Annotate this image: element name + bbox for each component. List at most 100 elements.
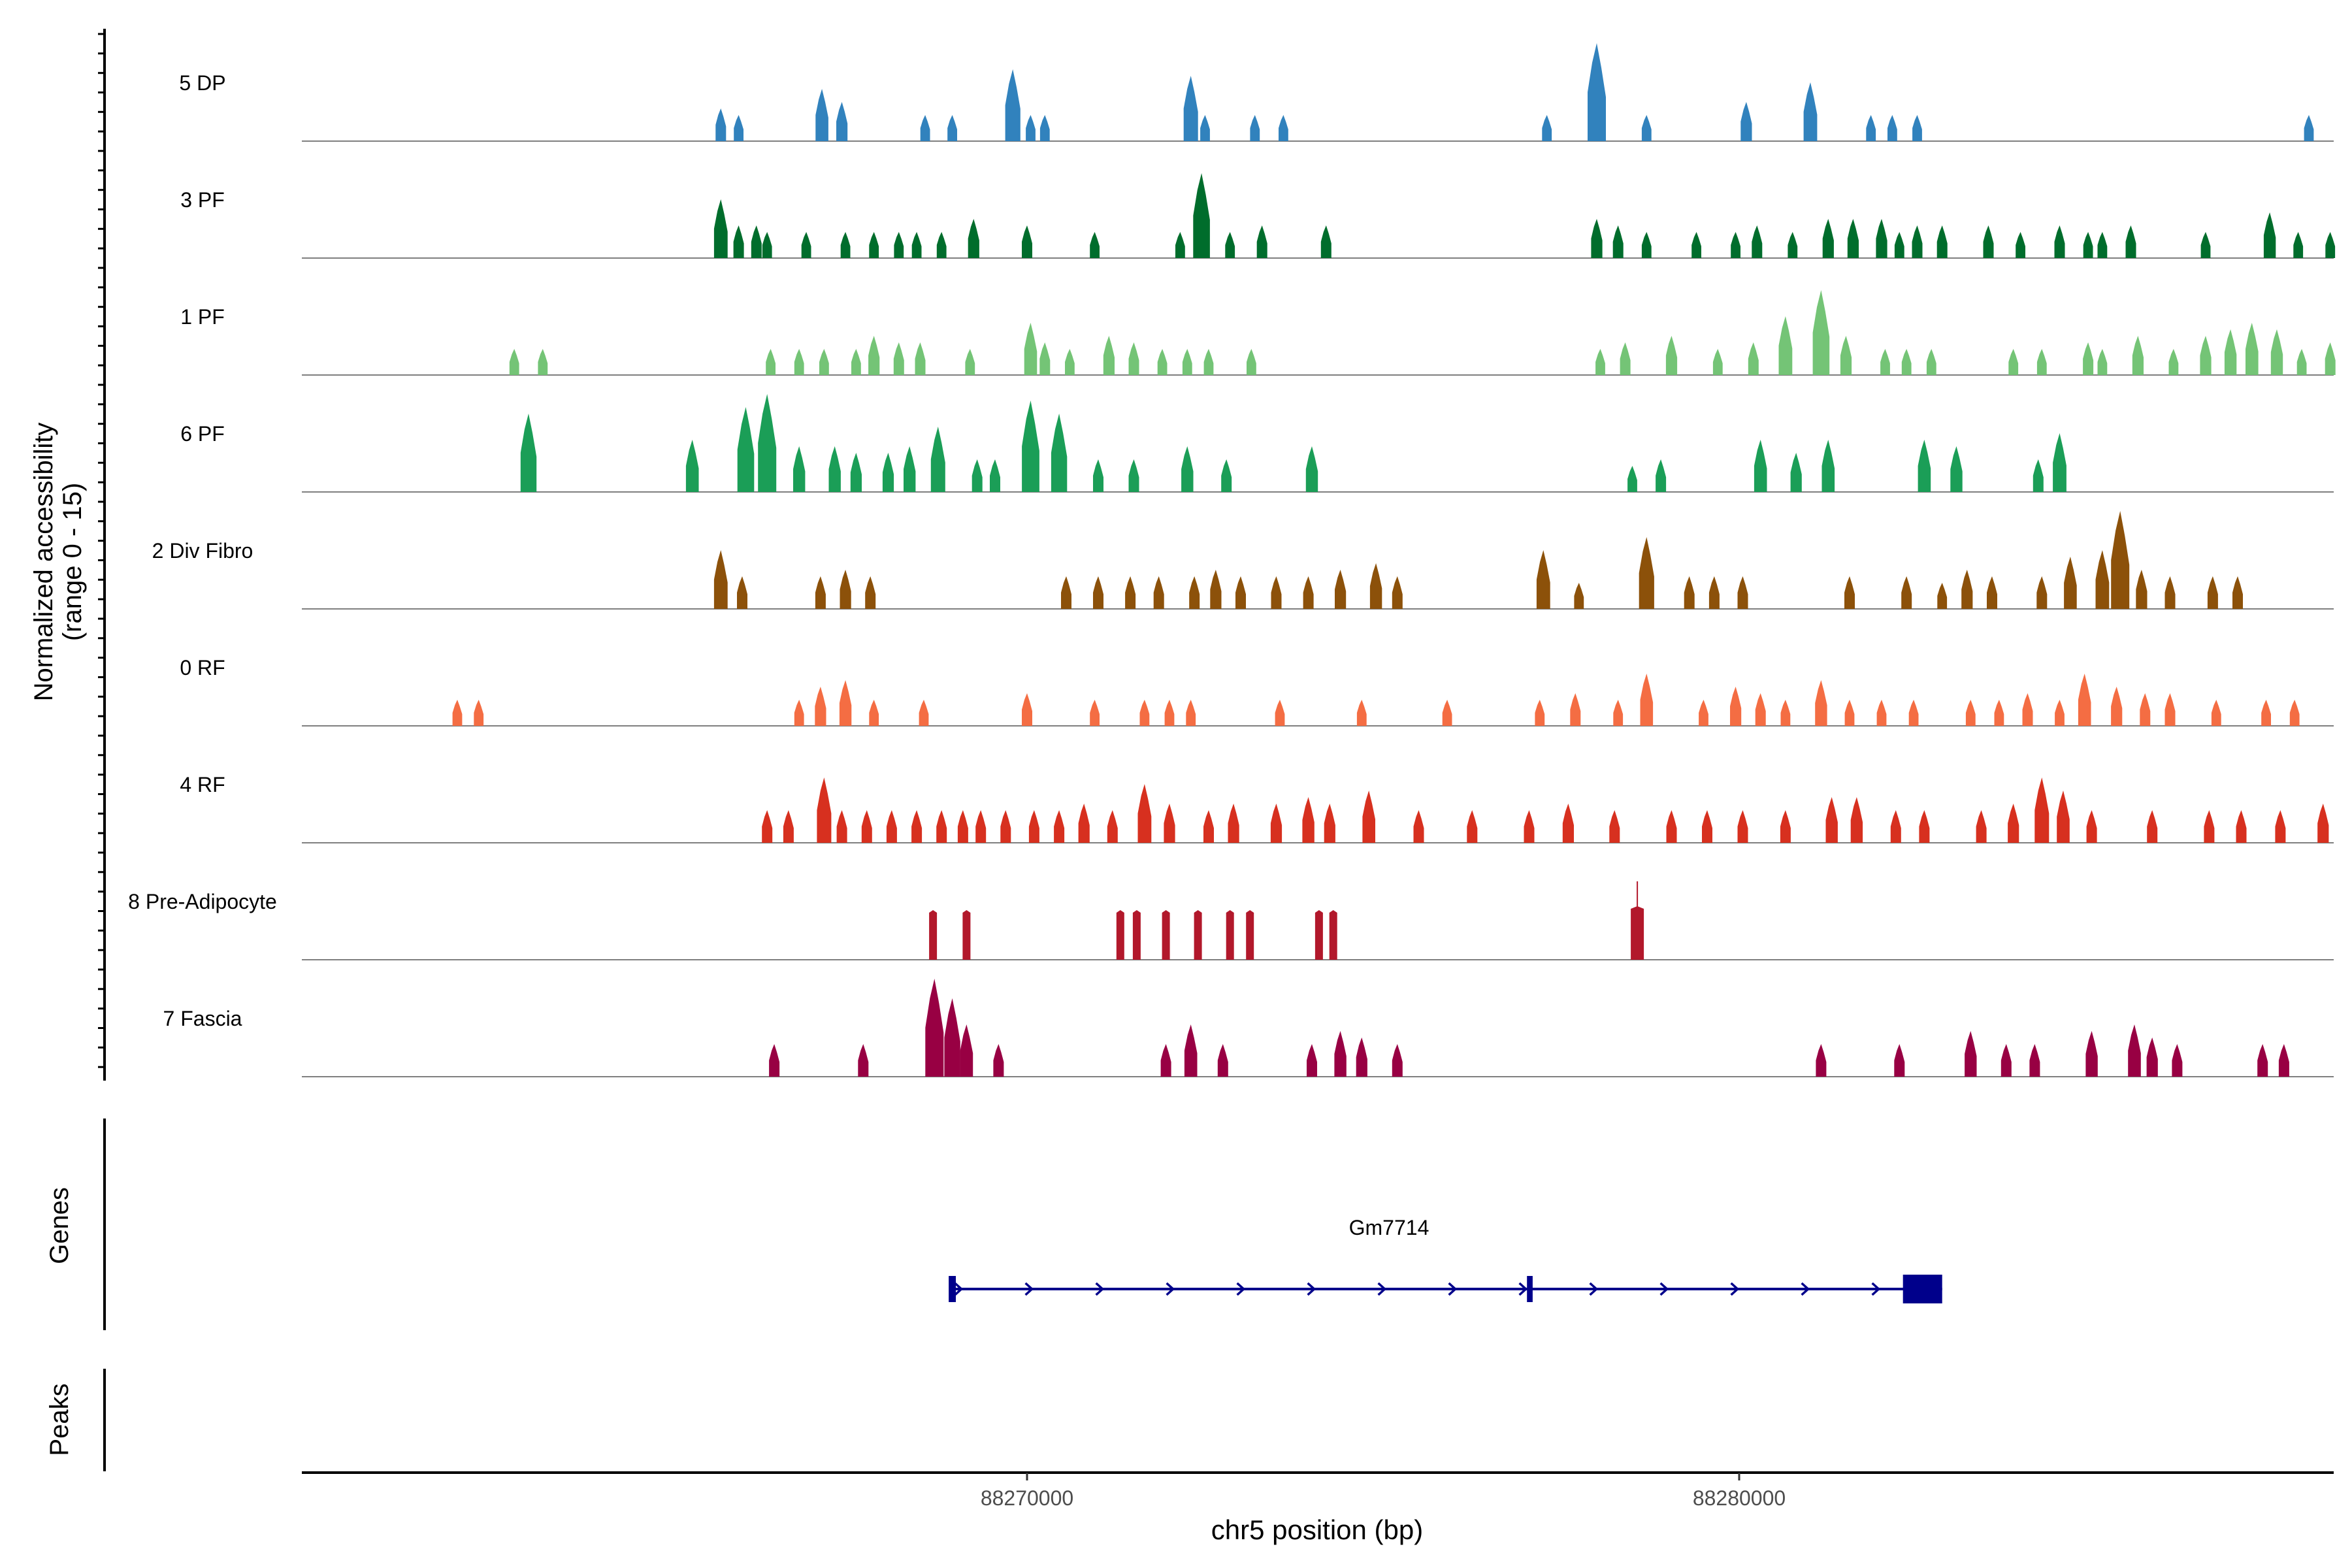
coverage-peak: [1182, 349, 1192, 375]
coverage-peak: [1754, 440, 1767, 492]
coverage-peak: [2146, 1037, 2158, 1077]
coverage-peak: [911, 232, 922, 258]
coverage-peak: [1908, 700, 1919, 726]
coverage-peak: [1880, 349, 1890, 375]
gene-exon: [949, 1276, 956, 1302]
coverage-peak: [1026, 115, 1036, 141]
coverage-peak: [1790, 453, 1802, 492]
coverage-peak: [1816, 1044, 1827, 1077]
gene-strand-arrow: [1377, 1282, 1387, 1296]
coverage-peak: [840, 570, 851, 609]
coverage-peak: [1656, 459, 1667, 492]
coverage-peak: [1542, 115, 1552, 141]
coverage-peak: [1279, 115, 1288, 141]
coverage-peak: [1028, 810, 1039, 843]
coverage-peak: [1221, 459, 1232, 492]
coverage-peak: [1536, 550, 1550, 609]
coverage-peak: [1022, 400, 1039, 492]
coverage-peak: [1103, 336, 1115, 375]
coverage-peak: [1302, 797, 1315, 843]
track-label: 3 PF: [180, 188, 225, 212]
track-8-pre-adipocyte: 8 Pre-Adipocyte: [128, 881, 2334, 960]
coverage-peak: [1413, 810, 1424, 843]
track-label: 8 Pre-Adipocyte: [128, 890, 277, 913]
coverage-peak: [783, 810, 794, 843]
coverage-peak: [1894, 232, 1904, 258]
coverage-peak: [2033, 459, 2044, 492]
coverage-peak: [769, 1044, 780, 1077]
coverage-peak: [1730, 687, 1742, 726]
coverage-peak: [2207, 576, 2218, 609]
coverage-peak: [1965, 700, 1976, 726]
coverage-peak: [2204, 810, 2215, 843]
coverage-peak: [1737, 810, 1748, 843]
coverage-peak: [2111, 687, 2123, 726]
coverage-peak: [1024, 323, 1037, 375]
gene-strand-arrow: [1589, 1282, 1599, 1296]
track-label: 6 PF: [180, 422, 225, 446]
coverage-peak: [839, 680, 852, 726]
track-label: 2 Div Fibro: [152, 539, 253, 563]
coverage-peak: [968, 219, 979, 258]
coverage-peak: [975, 810, 987, 843]
coverage-peak: [2054, 225, 2065, 258]
coverage-peak: [1748, 342, 1759, 375]
coverage-peak: [1926, 349, 1936, 375]
coverage-peak: [1128, 459, 1139, 492]
coverage-peak: [2278, 1044, 2289, 1077]
coverage-peak: [1090, 232, 1100, 258]
coverage-peak: [815, 89, 828, 141]
coverage-peak: [2325, 232, 2336, 258]
coverage-peak: [2083, 232, 2093, 258]
coverage-peak: [1315, 910, 1323, 960]
track-label: 5 DP: [179, 71, 225, 95]
coverage-peak: [1641, 232, 1652, 258]
coverage-peak: [1627, 466, 1637, 492]
coverage-peak: [1153, 576, 1164, 609]
coverage-peak: [2078, 674, 2091, 726]
coverage-peak: [1702, 810, 1712, 843]
x-axis-title: chr5 position (bp): [1211, 1514, 1424, 1545]
coverage-peak: [2211, 700, 2221, 726]
gene-strand-arrow: [1871, 1282, 1881, 1296]
y-axis-title-line2: (range 0 - 15): [58, 483, 87, 641]
coverage-peak: [1392, 1044, 1403, 1077]
coverage-peak: [1876, 219, 1887, 258]
coverage-peak: [1665, 336, 1678, 375]
coverage-peak: [1183, 76, 1198, 141]
coverage-peak: [758, 394, 777, 492]
coverage-peak: [1329, 910, 1337, 960]
track-3-pf: 3 PF: [180, 173, 2336, 259]
coverage-peak: [1613, 700, 1624, 726]
coverage-peak: [751, 225, 762, 258]
coverage-peak: [713, 199, 728, 258]
coverage-peak: [851, 349, 861, 375]
coverage-peak: [1965, 1031, 1977, 1077]
coverage-peak: [1203, 810, 1214, 843]
coverage-peak: [1737, 576, 1748, 609]
coverage-peak: [2200, 232, 2211, 258]
coverage-peak: [1228, 804, 1239, 843]
coverage-peak: [1137, 784, 1152, 843]
coverage-peak: [2095, 550, 2110, 609]
coverage-peak: [1894, 1044, 1905, 1077]
coverage-peak: [1666, 810, 1677, 843]
coverage-peak: [1850, 797, 1863, 843]
coverage-peak: [1065, 349, 1075, 375]
coverage-peak: [2289, 700, 2300, 726]
coverage-peak: [1780, 810, 1791, 843]
coverage-peak: [1305, 446, 1318, 492]
coverage-peak: [2097, 349, 2108, 375]
coverage-peak: [1175, 232, 1185, 258]
coverage-peak: [2236, 810, 2247, 843]
coverage-peak: [904, 446, 916, 492]
coverage-peak: [1189, 576, 1200, 609]
coverage-peak: [886, 810, 897, 843]
coverage-peak: [733, 225, 744, 258]
coverage-peak: [957, 810, 968, 843]
coverage-peak: [1631, 906, 1644, 960]
coverage-peak: [1093, 459, 1103, 492]
coverage-peak: [1844, 576, 1855, 609]
coverage-peak: [1822, 219, 1834, 258]
coverage-peak: [893, 342, 904, 375]
